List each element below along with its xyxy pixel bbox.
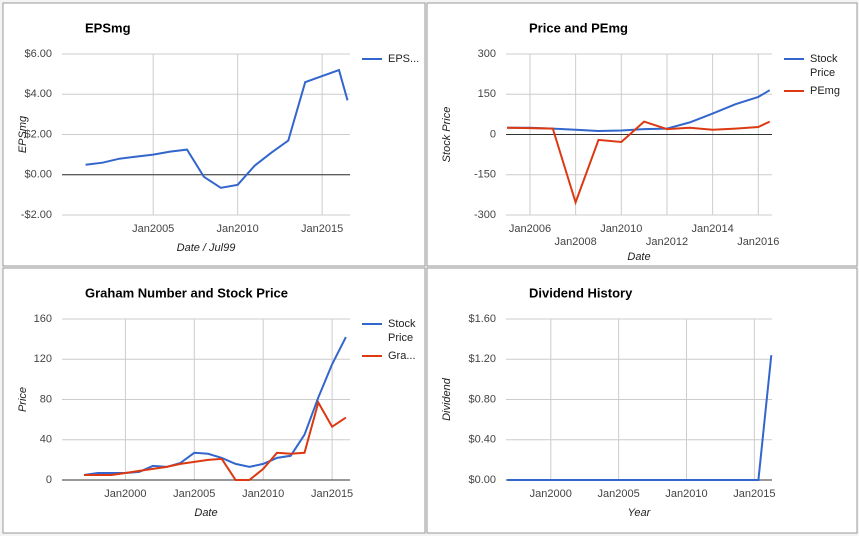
chart-title: Price and PEmg bbox=[529, 20, 628, 35]
x-tick-label: Jan2010 bbox=[665, 488, 707, 500]
y-tick-label: 80 bbox=[40, 393, 52, 405]
legend-label: Stock Price bbox=[810, 53, 838, 79]
series-line bbox=[507, 120, 771, 206]
y-tick-label: 0 bbox=[490, 128, 496, 140]
y-tick-label: $1.60 bbox=[468, 313, 496, 325]
chart-panel: Dividend History $1.60 $1.20 $0.80 $0.40 $0.0… bbox=[426, 267, 858, 534]
x-tick-label: Jan2015 bbox=[733, 488, 775, 500]
chart-panel: Price and PEmg 300 150 0 -150 -300 Jan2006 Jan2… bbox=[426, 2, 858, 267]
x-axis-title: Date bbox=[627, 251, 650, 263]
y-tick-label: 0 bbox=[46, 474, 52, 486]
y-axis-title: Dividend bbox=[441, 377, 453, 421]
legend-entry: EPS... bbox=[388, 53, 420, 65]
y-axis-title: EPSmg bbox=[17, 115, 29, 153]
chart-panel: Graham Number and Stock Price 160 120 80 40 0… bbox=[2, 267, 426, 534]
panel-frame bbox=[426, 267, 858, 534]
series-line bbox=[84, 399, 347, 481]
x-axis-title: Date bbox=[194, 507, 217, 519]
y-tick-label: 300 bbox=[478, 48, 496, 60]
legend-label: EPS... bbox=[388, 53, 420, 65]
x-tick-label: Jan2010 bbox=[242, 488, 284, 500]
legend-entry: PEmg bbox=[810, 85, 840, 97]
legend-entry: Gra... bbox=[388, 350, 416, 362]
y-tick-label: $4.00 bbox=[24, 88, 52, 100]
x-tick-label: Jan2005 bbox=[598, 488, 640, 500]
chart-title: Graham Number and Stock Price bbox=[85, 285, 288, 300]
x-tick-label: Jan2014 bbox=[692, 223, 734, 235]
y-tick-label: $2.00 bbox=[24, 128, 52, 140]
legend-label: Stock Price bbox=[388, 318, 416, 344]
legend-label: Gra... bbox=[388, 350, 416, 362]
x-tick-label: Jan2006 bbox=[509, 223, 551, 235]
chart-title: Dividend History bbox=[529, 285, 633, 300]
x-tick-label: Jan2000 bbox=[104, 488, 146, 500]
y-tick-label: 120 bbox=[34, 353, 52, 365]
x-tick-label: Jan2016 bbox=[737, 236, 779, 248]
x-tick-label: Jan2015 bbox=[301, 223, 343, 235]
y-axis-title: Stock Price bbox=[441, 107, 453, 163]
y-tick-label: 160 bbox=[34, 313, 52, 325]
series-line bbox=[507, 355, 773, 481]
chart-title: EPSmg bbox=[85, 20, 131, 35]
x-tick-label: Jan2005 bbox=[132, 223, 174, 235]
y-tick-label: -$2.00 bbox=[21, 209, 52, 221]
y-tick-label: -150 bbox=[474, 169, 496, 181]
y-tick-label: $0.40 bbox=[468, 434, 496, 446]
y-tick-label: 150 bbox=[478, 88, 496, 100]
y-tick-label: -300 bbox=[474, 209, 496, 221]
y-tick-label: 40 bbox=[40, 434, 52, 446]
x-tick-label: Jan2005 bbox=[173, 488, 215, 500]
legend-entry: Stock Price bbox=[810, 53, 838, 79]
legend-label: PEmg bbox=[810, 85, 840, 97]
x-tick-label: Jan2008 bbox=[555, 236, 597, 248]
series-line bbox=[85, 68, 349, 189]
x-tick-label: Jan2012 bbox=[646, 236, 688, 248]
x-tick-label: Jan2000 bbox=[530, 488, 572, 500]
y-tick-label: $0.80 bbox=[468, 393, 496, 405]
chart-panel: EPSmg $6.00 $4.00 $2.00 $0.00 -$2.00 Jan2005 Ja… bbox=[2, 2, 426, 267]
x-tick-label: Jan2015 bbox=[311, 488, 353, 500]
x-axis-title: Date / Jul99 bbox=[177, 242, 236, 254]
y-tick-label: $0.00 bbox=[468, 474, 496, 486]
x-tick-label: Jan2010 bbox=[217, 223, 259, 235]
x-tick-label: Jan2010 bbox=[600, 223, 642, 235]
y-tick-label: $6.00 bbox=[24, 48, 52, 60]
panel-frame bbox=[2, 267, 426, 534]
y-axis-title: Price bbox=[17, 387, 29, 412]
x-axis-title: Year bbox=[628, 507, 652, 519]
y-tick-label: $1.20 bbox=[468, 353, 496, 365]
y-tick-label: $0.00 bbox=[24, 169, 52, 181]
legend-entry: Stock Price bbox=[388, 318, 416, 344]
